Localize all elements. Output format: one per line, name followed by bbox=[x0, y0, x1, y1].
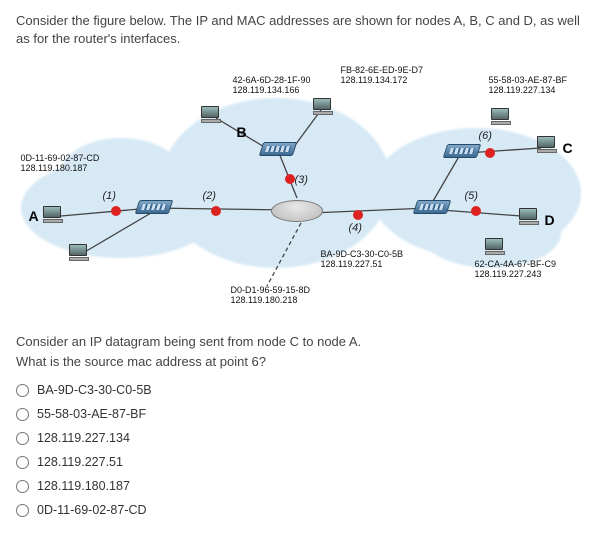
pc-b2 bbox=[313, 98, 335, 116]
option-1-text: 55-58-03-AE-87-BF bbox=[37, 407, 146, 421]
question-text: Consider an IP datagram being sent from … bbox=[16, 332, 585, 371]
option-3[interactable]: 128.119.227.51 bbox=[16, 455, 585, 469]
pc-b bbox=[201, 106, 223, 124]
pt6 bbox=[485, 148, 495, 158]
option-2-text: 128.119.227.134 bbox=[37, 431, 130, 445]
lbl-6: (6) bbox=[479, 130, 492, 142]
radio-1[interactable] bbox=[16, 408, 29, 421]
switch-rt1 bbox=[442, 144, 481, 158]
if-right-label: BA-9D-C3-30-C0-5B128.119.227.51 bbox=[321, 250, 404, 270]
node-b-letter: B bbox=[237, 124, 247, 140]
lbl-2: (2) bbox=[203, 190, 216, 202]
lbl-3: (3) bbox=[295, 174, 308, 186]
option-3-text: 128.119.227.51 bbox=[37, 455, 123, 469]
pt4 bbox=[353, 210, 363, 220]
radio-3[interactable] bbox=[16, 456, 29, 469]
option-1[interactable]: 55-58-03-AE-87-BF bbox=[16, 407, 585, 421]
pc-d bbox=[519, 208, 541, 226]
radio-4[interactable] bbox=[16, 480, 29, 493]
pc-c2 bbox=[491, 108, 513, 126]
option-4-text: 128.119.180.187 bbox=[37, 479, 130, 493]
pt2 bbox=[211, 206, 221, 216]
option-5[interactable]: 0D-11-69-02-87-CD bbox=[16, 503, 585, 517]
if-left-label: D0-D1-96-59-15-8D128.119.180.218 bbox=[231, 286, 311, 306]
pc-a bbox=[43, 206, 65, 224]
lbl-5: (5) bbox=[465, 190, 478, 202]
radio-0[interactable] bbox=[16, 384, 29, 397]
lbl-4: (4) bbox=[349, 222, 362, 234]
prompt-text: Consider the figure below. The IP and MA… bbox=[16, 12, 585, 48]
pt5 bbox=[471, 206, 481, 216]
radio-2[interactable] bbox=[16, 432, 29, 445]
radio-5[interactable] bbox=[16, 504, 29, 517]
pc-a2 bbox=[69, 244, 91, 262]
option-2[interactable]: 128.119.227.134 bbox=[16, 431, 585, 445]
node-a-letter: A bbox=[29, 208, 39, 224]
node-a-label: 0D-11-69-02-87-CD128.119.180.187 bbox=[21, 154, 100, 174]
pc-d2 bbox=[485, 238, 507, 256]
network-diagram: (1) (2) (3) (4) (5) (6) A B C D 0D-11-69… bbox=[21, 58, 581, 318]
pt1 bbox=[111, 206, 121, 216]
node-c-letter: C bbox=[563, 140, 573, 156]
option-4[interactable]: 128.119.180.187 bbox=[16, 479, 585, 493]
option-5-text: 0D-11-69-02-87-CD bbox=[37, 503, 147, 517]
option-0[interactable]: BA-9D-C3-30-C0-5B bbox=[16, 383, 585, 397]
lbl-1: (1) bbox=[103, 190, 116, 202]
option-0-text: BA-9D-C3-30-C0-5B bbox=[37, 383, 152, 397]
node-d-letter: D bbox=[545, 212, 555, 228]
switch-top bbox=[258, 142, 297, 156]
pt3 bbox=[285, 174, 295, 184]
node-c-label: 55-58-03-AE-87-BF128.119.227.134 bbox=[489, 76, 568, 96]
switch-rt2 bbox=[412, 200, 451, 214]
pc-c bbox=[537, 136, 559, 154]
node-d-label: 62-CA-4A-67-BF-C9128.119.227.243 bbox=[475, 260, 557, 280]
switch-left bbox=[134, 200, 173, 214]
if-top-label: FB-82-6E-ED-9E-D7128.119.134.172 bbox=[341, 66, 424, 86]
node-b-label: 42-6A-6D-28-1F-90128.119.134.166 bbox=[233, 76, 311, 96]
